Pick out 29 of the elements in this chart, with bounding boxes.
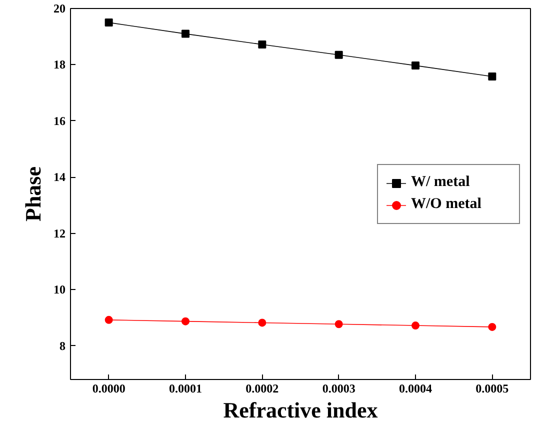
point [334, 320, 343, 328]
point [258, 40, 266, 48]
x-tick-label: 0.0000 [92, 382, 126, 396]
point [104, 18, 113, 27]
y-tick-label: 10 [54, 282, 66, 297]
point [488, 322, 496, 331]
legend-label: W/O metal [411, 196, 482, 213]
x-tick-label: 0.0004 [399, 382, 432, 396]
y-tick-label: 14 [54, 170, 66, 184]
y-tick-label: 12 [54, 226, 66, 240]
legend-label: W/ metal [411, 174, 471, 191]
point [488, 72, 496, 81]
x-tick-label: 0.0002 [246, 382, 279, 396]
point [412, 62, 420, 70]
x-tick-label: 0.0001 [169, 382, 202, 396]
point [182, 30, 190, 38]
x-tick-label: 0.0003 [322, 382, 356, 396]
point [334, 50, 343, 59]
point [182, 317, 190, 326]
y-tick-label: 8 [60, 338, 66, 353]
y-tick-label: 18 [54, 58, 66, 72]
x-tick-label: 0.0005 [476, 382, 509, 396]
y-axis-title: Phase [20, 166, 46, 222]
y-tick-label: 20 [54, 2, 66, 16]
y-tick-label: 16 [54, 114, 66, 128]
point [258, 318, 266, 327]
point [412, 322, 420, 330]
point [104, 316, 113, 324]
x-axis-title: Refractive index [223, 398, 378, 422]
